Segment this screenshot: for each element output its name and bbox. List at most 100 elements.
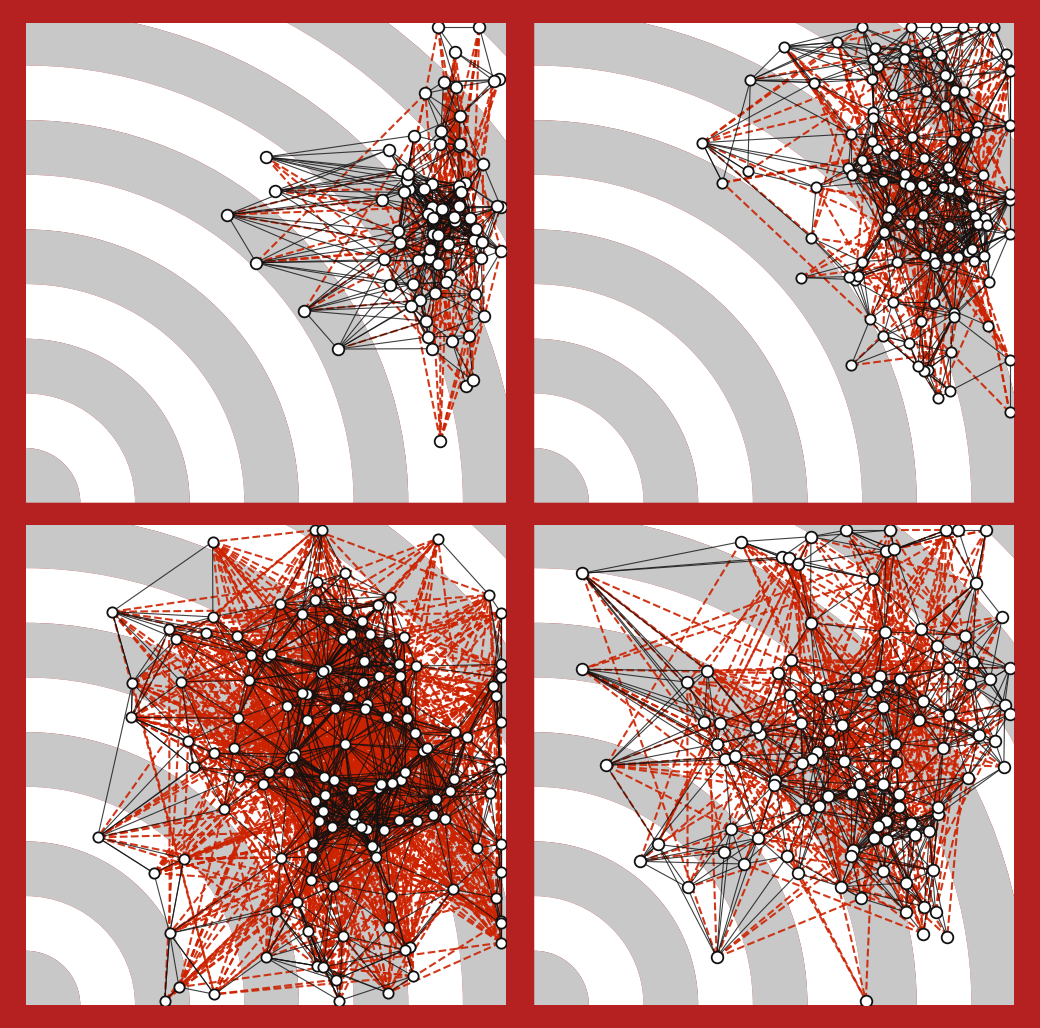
Point bbox=[346, 806, 363, 822]
Point bbox=[915, 925, 932, 942]
Wedge shape bbox=[535, 677, 862, 1005]
Point bbox=[457, 175, 473, 191]
Point bbox=[356, 653, 372, 669]
Point bbox=[964, 198, 981, 215]
Point bbox=[864, 571, 881, 587]
Point bbox=[392, 234, 409, 251]
Point bbox=[390, 223, 407, 240]
Point bbox=[398, 172, 415, 188]
Point bbox=[1002, 352, 1018, 368]
Point bbox=[781, 550, 798, 566]
Point bbox=[945, 308, 962, 325]
Point bbox=[305, 835, 321, 851]
Point bbox=[447, 724, 464, 740]
Point bbox=[493, 198, 510, 215]
Point bbox=[284, 745, 301, 762]
Point bbox=[997, 45, 1014, 62]
Point bbox=[397, 942, 414, 958]
Point bbox=[466, 232, 483, 249]
Point bbox=[770, 665, 786, 682]
Point bbox=[866, 40, 883, 57]
Point bbox=[185, 759, 202, 775]
Point bbox=[123, 709, 139, 726]
Point bbox=[379, 709, 395, 726]
Wedge shape bbox=[535, 175, 862, 503]
Point bbox=[248, 254, 264, 270]
Point bbox=[870, 58, 887, 74]
Point bbox=[875, 776, 891, 793]
Point bbox=[1002, 63, 1018, 79]
Point bbox=[434, 200, 450, 217]
Point bbox=[712, 714, 729, 731]
Point bbox=[929, 637, 945, 654]
Point bbox=[898, 875, 914, 891]
Point bbox=[371, 668, 388, 685]
Point bbox=[789, 866, 806, 882]
Point bbox=[424, 198, 441, 215]
Point bbox=[330, 341, 346, 358]
Point bbox=[865, 104, 882, 120]
Wedge shape bbox=[26, 677, 354, 1005]
Point bbox=[395, 628, 412, 645]
Point bbox=[285, 749, 302, 766]
Point bbox=[917, 247, 934, 263]
Point bbox=[405, 276, 421, 292]
Point bbox=[735, 855, 752, 872]
Point bbox=[926, 294, 942, 310]
Point bbox=[312, 664, 329, 681]
Point bbox=[176, 850, 192, 867]
Wedge shape bbox=[535, 0, 1040, 503]
Point bbox=[598, 757, 615, 773]
Point bbox=[942, 382, 959, 399]
Point bbox=[915, 207, 932, 223]
Wedge shape bbox=[535, 284, 753, 503]
Point bbox=[679, 674, 696, 691]
Point bbox=[903, 815, 919, 832]
Point bbox=[942, 344, 959, 361]
Point bbox=[982, 670, 998, 687]
Point bbox=[205, 745, 222, 762]
Wedge shape bbox=[535, 295, 1040, 1005]
Point bbox=[229, 710, 245, 727]
Point bbox=[928, 20, 944, 36]
Point bbox=[446, 213, 463, 229]
Point bbox=[937, 67, 954, 83]
Point bbox=[430, 255, 446, 271]
Point bbox=[445, 771, 462, 787]
Point bbox=[852, 776, 868, 793]
Point bbox=[928, 904, 944, 920]
Wedge shape bbox=[535, 394, 644, 503]
Point bbox=[879, 832, 895, 848]
Point bbox=[339, 688, 356, 704]
Point bbox=[891, 670, 908, 687]
Point bbox=[337, 735, 354, 751]
Point bbox=[406, 127, 422, 144]
Point bbox=[964, 654, 981, 670]
Point bbox=[448, 79, 465, 96]
Point bbox=[442, 267, 459, 284]
Point bbox=[383, 887, 399, 904]
Point bbox=[488, 688, 504, 704]
Point bbox=[444, 881, 461, 897]
Point bbox=[1002, 404, 1018, 420]
Point bbox=[694, 135, 710, 151]
Point bbox=[708, 949, 725, 965]
Point bbox=[412, 292, 428, 308]
Point bbox=[369, 780, 386, 797]
Point bbox=[243, 647, 260, 663]
Point bbox=[432, 136, 448, 152]
Point bbox=[381, 918, 397, 934]
Point bbox=[307, 522, 323, 539]
Point bbox=[862, 310, 879, 327]
Wedge shape bbox=[26, 394, 135, 503]
Point bbox=[891, 799, 908, 815]
Point bbox=[353, 818, 369, 835]
Point bbox=[366, 841, 383, 857]
Point bbox=[976, 248, 992, 264]
Point bbox=[864, 133, 881, 149]
Point bbox=[279, 698, 295, 714]
Point bbox=[902, 216, 918, 232]
Point bbox=[883, 200, 900, 217]
Point bbox=[347, 814, 364, 831]
Point bbox=[359, 696, 375, 712]
